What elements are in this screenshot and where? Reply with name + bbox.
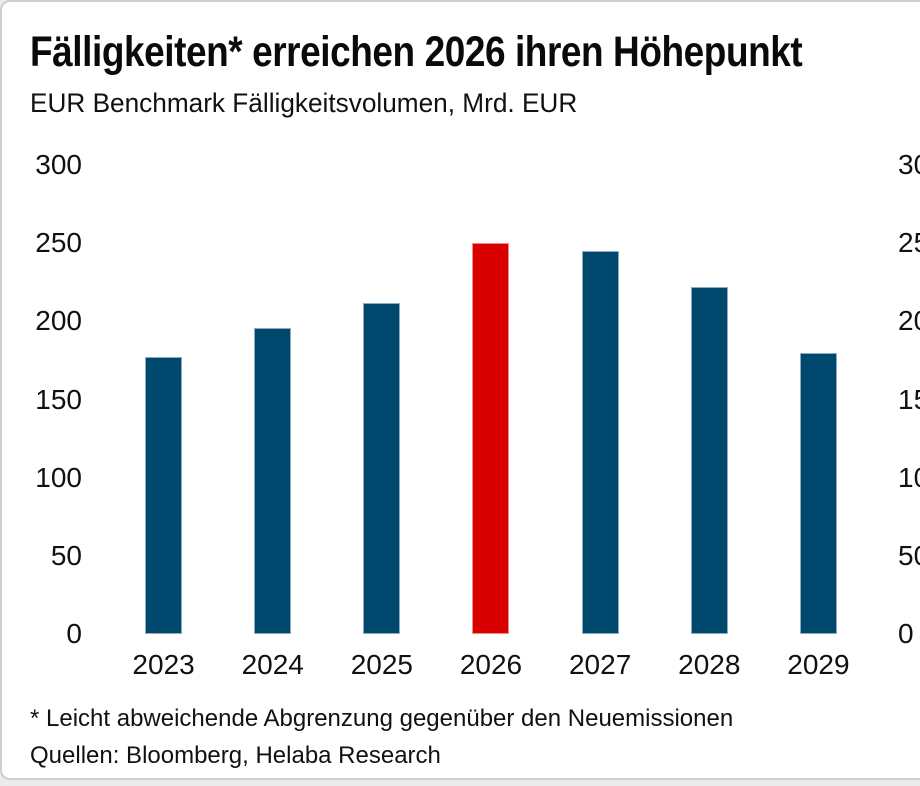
ytick-right-150: 150 xyxy=(898,383,920,415)
x-label-2025: 2025 xyxy=(350,649,413,680)
bar-2024 xyxy=(254,327,292,634)
y-axis-left: 300 250 200 150 100 50 0 xyxy=(2,2,82,782)
chart-title: Fälligkeiten* erreichen 2026 ihren Höhep… xyxy=(30,28,803,76)
x-label-2024: 2024 xyxy=(241,649,304,680)
ytick-left-100: 100 xyxy=(35,461,82,493)
plot-area xyxy=(109,165,873,634)
x-label-2029: 2029 xyxy=(787,649,850,680)
ytick-right-250: 250 xyxy=(898,227,920,259)
y-axis-right: 300 250 200 150 100 50 0 xyxy=(898,2,920,782)
ytick-left-250: 250 xyxy=(35,227,82,259)
ytick-right-0: 0 xyxy=(898,618,914,649)
footnote: * Leicht abweichende Abgrenzung gegenübe… xyxy=(30,705,734,732)
bar-2028 xyxy=(690,286,728,634)
sources: Quellen: Bloomberg, Helaba Research xyxy=(30,742,441,769)
bar-2026 xyxy=(472,243,510,634)
ytick-right-50: 50 xyxy=(898,539,920,571)
x-axis-labels: 2023 2024 2025 2026 2027 2028 2029 xyxy=(109,648,873,682)
bar-2027 xyxy=(581,250,619,634)
bar-slot-2027 xyxy=(546,165,655,634)
bar-slot-2029 xyxy=(764,165,873,634)
bar-2029 xyxy=(799,352,837,634)
ytick-right-200: 200 xyxy=(898,305,920,337)
bar-slot-2024 xyxy=(218,165,327,634)
bar-2025 xyxy=(363,302,401,634)
bar-slot-2025 xyxy=(327,165,436,634)
ytick-right-300: 300 xyxy=(898,149,920,180)
chart-footer: * Leicht abweichende Abgrenzung gegenübe… xyxy=(30,700,733,774)
bar-2023 xyxy=(145,357,183,634)
ytick-left-0: 0 xyxy=(66,618,82,649)
ytick-left-200: 200 xyxy=(35,305,82,337)
ytick-left-50: 50 xyxy=(50,539,82,571)
bar-slot-2026 xyxy=(436,165,545,634)
chart-subtitle: EUR Benchmark Fälligkeitsvolumen, Mrd. E… xyxy=(30,88,578,118)
ytick-left-300: 300 xyxy=(35,149,82,180)
x-label-2028: 2028 xyxy=(678,649,741,680)
x-label-2023: 2023 xyxy=(132,649,195,680)
bar-slot-2028 xyxy=(655,165,764,634)
ytick-left-150: 150 xyxy=(35,383,82,415)
bar-slot-2023 xyxy=(109,165,218,634)
x-label-2026: 2026 xyxy=(459,649,523,680)
ytick-right-100: 100 xyxy=(898,461,920,493)
x-label-2027: 2027 xyxy=(568,649,632,680)
